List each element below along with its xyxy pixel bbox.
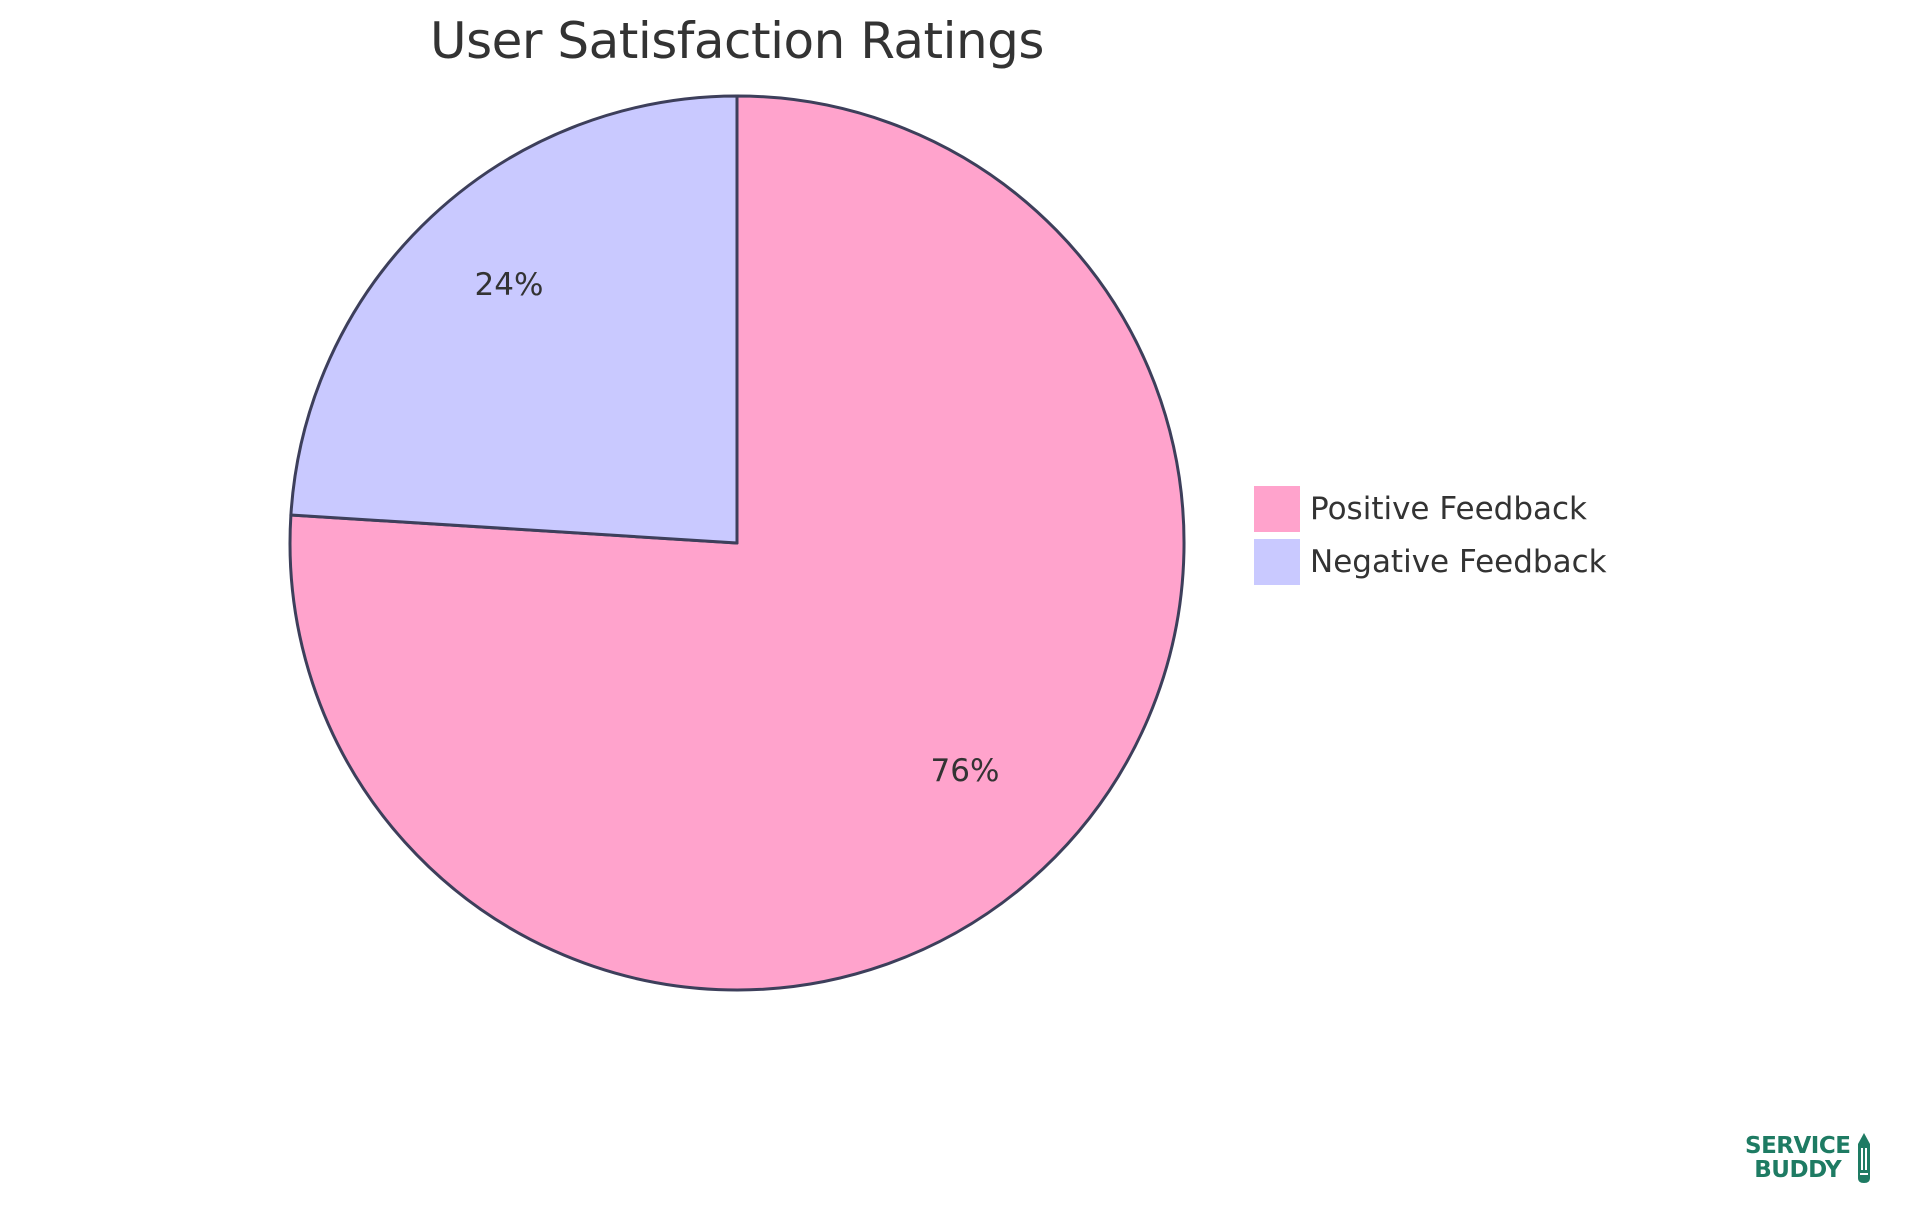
legend-item-positive: Positive Feedback	[1254, 486, 1607, 532]
slice-label-negative: 24%	[475, 267, 544, 303]
logo-line-2: BUDDY	[1754, 1157, 1842, 1183]
legend-item-negative: Negative Feedback	[1254, 539, 1607, 585]
legend: Positive Feedback Negative Feedback	[1254, 486, 1607, 592]
slice-negative-feedback	[289, 94, 739, 545]
legend-swatch-positive	[1254, 486, 1300, 532]
legend-swatch-negative	[1254, 539, 1300, 585]
logo-line-1: SERVICE	[1745, 1133, 1851, 1159]
chart-title: User Satisfaction Ratings	[430, 12, 1044, 70]
pencil-icon	[1858, 1133, 1871, 1183]
service-buddy-logo: SERVICE BUDDY	[1745, 1132, 1872, 1184]
legend-label: Positive Feedback	[1310, 491, 1587, 527]
logo-text: SERVICE BUDDY	[1745, 1133, 1851, 1183]
slice-label-positive: 76%	[931, 753, 1000, 789]
legend-label: Negative Feedback	[1310, 544, 1607, 580]
